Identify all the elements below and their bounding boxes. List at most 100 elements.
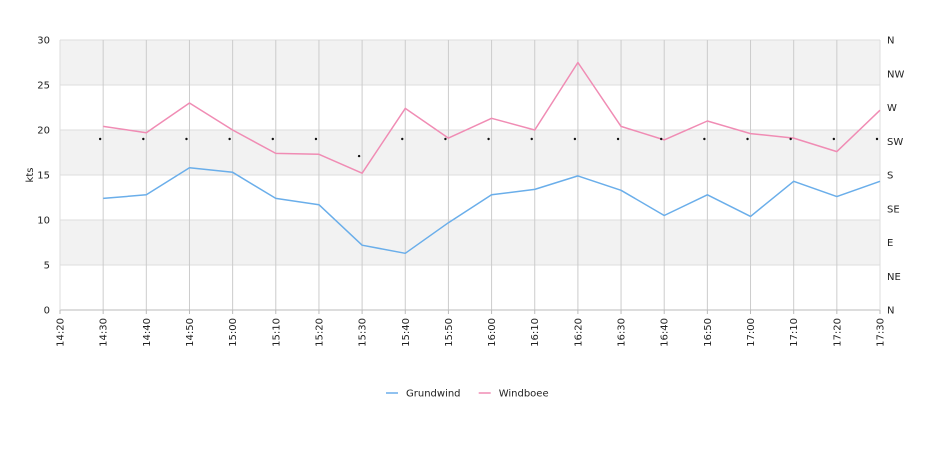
direction-dot	[573, 137, 577, 141]
legend-item-windboee[interactable]: Windboee	[478, 389, 549, 400]
data-point	[575, 60, 580, 65]
x-tick-label: 15:40	[401, 318, 412, 347]
axes	[59, 40, 881, 311]
direction-tick-label: NW	[887, 69, 904, 80]
y-tick-label: 20	[37, 126, 50, 137]
data-point	[187, 165, 192, 170]
background-band	[60, 130, 880, 175]
direction-tick-label: SE	[887, 204, 900, 215]
series-line-grundwind	[103, 167, 881, 255]
data-point	[101, 124, 106, 129]
direction-dot	[875, 137, 879, 141]
x-tick-label: 16:20	[573, 318, 584, 347]
data-point	[489, 192, 494, 197]
direction-dot	[746, 137, 749, 141]
data-point	[791, 136, 796, 141]
data-point	[748, 131, 753, 136]
legend-label: Windboee	[499, 389, 549, 400]
data-point	[144, 130, 149, 135]
x-tick-label: 15:20	[314, 318, 325, 347]
direction-tick-label: NE	[887, 272, 901, 283]
direction-dot	[228, 137, 231, 141]
y-tick-label: 30	[37, 36, 50, 47]
direction-tick-label: S	[887, 171, 893, 182]
x-tick-label: 17:00	[746, 318, 757, 347]
data-point	[403, 106, 408, 111]
direction-dot	[789, 137, 792, 141]
data-point	[619, 188, 624, 193]
x-tick-label: 16:50	[703, 318, 714, 347]
x-tick-label: 16:00	[487, 318, 498, 347]
y-tick-label: 25	[37, 81, 50, 92]
x-tick-label: 15:10	[271, 318, 282, 347]
data-point	[662, 213, 667, 218]
x-tick-label: 15:50	[444, 318, 455, 347]
direction-tick-label: E	[887, 238, 893, 249]
data-point	[230, 128, 235, 133]
x-tick-label: 14:40	[142, 318, 153, 347]
x-tick-label: 16:40	[660, 318, 671, 347]
data-point	[360, 171, 365, 176]
data-point	[489, 116, 494, 121]
data-point	[878, 108, 883, 113]
direction-dot	[832, 137, 836, 141]
direction-dot	[401, 137, 404, 141]
data-point	[316, 202, 321, 207]
data-point	[532, 128, 537, 133]
data-point	[360, 243, 365, 248]
legend-label: Grundwind	[406, 389, 461, 400]
x-tick-label: 15:30	[358, 318, 369, 347]
background-band	[60, 220, 880, 265]
y-axis-label: kts	[25, 168, 36, 183]
direction-dot	[660, 137, 663, 141]
direction-dot	[271, 137, 274, 141]
data-point	[446, 136, 451, 141]
y-tick-label: 10	[37, 216, 50, 227]
data-point	[144, 192, 149, 197]
legend[interactable]: Grundwind Windboee	[386, 389, 549, 400]
background-band	[60, 40, 880, 85]
data-point	[316, 152, 321, 157]
x-tick-label: 17:30	[876, 318, 887, 347]
data-point	[705, 192, 710, 197]
direction-dot	[487, 137, 490, 141]
data-point	[187, 101, 192, 106]
x-tick-label: 14:20	[56, 318, 67, 347]
direction-dot	[616, 137, 620, 141]
direction-dot	[530, 137, 533, 141]
direction-dot	[314, 137, 318, 141]
x-tick-label: 14:50	[185, 318, 196, 347]
data-point	[834, 149, 839, 154]
data-point	[834, 194, 839, 199]
series-lines	[101, 60, 883, 256]
data-point	[791, 179, 796, 184]
legend-item-grundwind[interactable]: Grundwind	[386, 389, 461, 400]
x-tick-label: 17:20	[832, 318, 843, 347]
direction-tick-label: N	[887, 36, 894, 47]
data-point	[446, 220, 451, 225]
data-point	[403, 251, 408, 256]
y-tick-label: 15	[37, 171, 50, 182]
data-point	[101, 196, 106, 201]
y-axis-ticks: 0 5 10 15 20 25 30	[37, 36, 50, 317]
direction-tick-label: W	[887, 103, 897, 114]
data-point	[878, 179, 883, 184]
direction-dot	[444, 137, 447, 141]
data-point	[532, 187, 537, 192]
direction-tick-label: N	[887, 306, 894, 317]
x-tick-label: 14:30	[99, 318, 110, 347]
data-point	[575, 173, 580, 178]
background-band	[60, 175, 880, 220]
x-axis-ticks: 14:20 14:30 14:40 14:50 15:00 15:10 15:20 15:30…	[56, 310, 887, 347]
x-tick-label: 17:10	[789, 318, 800, 347]
data-point	[748, 214, 753, 219]
direction-tick-label: SW	[887, 137, 903, 148]
x-tick-label: 16:10	[530, 318, 541, 347]
x-tick-label: 16:30	[617, 318, 628, 347]
direction-dot	[185, 137, 188, 141]
data-point	[705, 119, 710, 124]
direction-axis-ticks: N NE E SE S SW W NW N	[887, 36, 904, 317]
direction-dot	[142, 137, 145, 141]
